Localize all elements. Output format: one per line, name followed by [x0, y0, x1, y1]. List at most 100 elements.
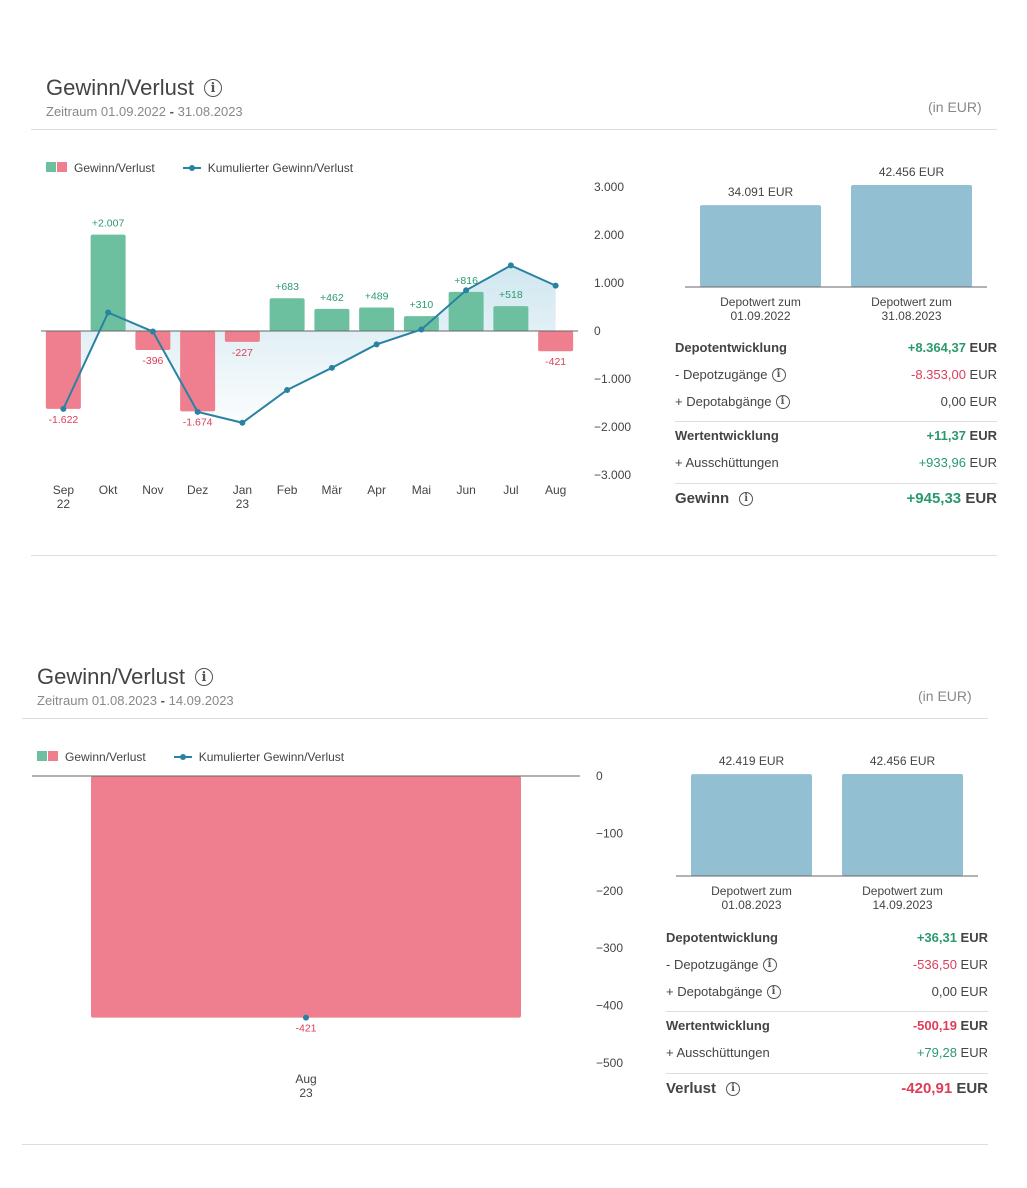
period-separator: -: [160, 693, 165, 708]
x-tick-year-label: 22: [57, 497, 71, 511]
x-tick-label: Mär: [322, 483, 343, 497]
summary-row-value: 0,00 EUR: [932, 984, 988, 999]
y-tick-label: −400: [596, 999, 623, 1013]
period-label: Zeitraum: [37, 693, 89, 708]
info-icon[interactable]: i: [771, 367, 786, 382]
legend-item-bars[interactable]: Gewinn/Verlust: [37, 750, 146, 764]
x-tick-label: Jul: [503, 483, 518, 497]
summary-divider: [666, 1011, 988, 1012]
bar-value-label: +816: [454, 275, 478, 287]
summary-row-label-text: + Depotabgänge: [666, 984, 763, 999]
x-tick-label: Aug: [545, 483, 566, 497]
header-divider: [31, 129, 997, 130]
info-icon[interactable]: i: [726, 1081, 741, 1096]
summary-row: Wertentwicklung +11,37 EUR: [675, 428, 997, 443]
monthly-profit-loss-chart: 3.000 2.000 1.000 0 −1.000 −2.000 −3.000 -1.622…: [41, 180, 631, 511]
info-icon[interactable]: i: [762, 957, 777, 972]
summary-row-label-text: - Depotzugänge: [666, 957, 759, 972]
depot-bar: [851, 185, 972, 287]
summary-row: + Ausschüttungen +79,28 EUR: [666, 1045, 988, 1060]
info-icon[interactable]: i: [194, 668, 213, 686]
depot-date-label: Depotwert zum: [711, 884, 792, 898]
summary-currency: EUR: [956, 957, 988, 972]
cumulative-point: [149, 328, 156, 335]
cumulative-point: [373, 341, 380, 348]
summary-divider: [675, 483, 997, 484]
bar-value-label: -227: [232, 347, 253, 359]
summary-row: - Depotzugänge i -536,50 EUR: [666, 957, 988, 972]
summary-row: + Ausschüttungen +933,96 EUR: [675, 455, 997, 470]
summary-row-value: +945,33 EUR: [907, 490, 997, 507]
bar: [269, 298, 305, 331]
bar-value-label: +2.007: [92, 218, 125, 230]
header-divider: [22, 718, 988, 719]
bar: [180, 331, 216, 412]
legend-label-line: Kumulierter Gewinn/Verlust: [207, 161, 354, 175]
summary-amount: -536,50: [912, 957, 957, 972]
summary-amount: +8.364,37: [907, 340, 966, 355]
summary-row: + Depotabgänge i 0,00 EUR: [675, 394, 997, 409]
x-tick-label: Dez: [187, 483, 208, 497]
panel-title-text: Gewinn/Verlust: [37, 664, 185, 689]
bar-value-label: +518: [499, 289, 523, 301]
summary-row-label: Wertentwicklung: [666, 1018, 770, 1033]
depot-date-label: 01.09.2022: [730, 309, 790, 323]
summary-row-label-text: + Ausschüttungen: [666, 1045, 770, 1060]
summary-amount: +79,28: [916, 1045, 957, 1060]
summary-row-value: -500,19 EUR: [913, 1018, 988, 1033]
y-tick-label: −2.000: [594, 420, 631, 434]
period-start: 01.09.2022: [100, 104, 166, 119]
summary-row-value: +36,31 EUR: [917, 930, 988, 945]
legend-item-bars[interactable]: Gewinn/Verlust: [46, 161, 155, 175]
info-icon[interactable]: i: [766, 984, 781, 999]
cumulative-point: [463, 287, 470, 294]
cumulative-point: [303, 1014, 309, 1021]
x-tick-label: Aug: [295, 1072, 316, 1086]
depot-value-label: 42.456 EUR: [879, 165, 945, 179]
bar-value-label: +683: [275, 281, 299, 293]
cumulative-point: [105, 309, 112, 316]
unit-label: (in EUR): [928, 99, 982, 115]
bar-value-label: -1.622: [48, 414, 78, 426]
y-tick-label: −1.000: [594, 372, 631, 386]
summary-row-label-text: Wertentwicklung: [675, 428, 779, 443]
period-subtitle: Zeitraum 01.09.2022 - 31.08.2023: [46, 104, 243, 119]
depot-date-label: 31.08.2023: [881, 309, 941, 323]
x-tick-label: Mai: [412, 483, 431, 497]
cumulative-point: [507, 262, 514, 269]
legend-label-bars: Gewinn/Verlust: [74, 161, 155, 175]
x-tick-year-label: 23: [236, 497, 250, 511]
depot-value-label: 42.456 EUR: [870, 754, 936, 768]
cumulative-line: [62, 264, 557, 424]
cumulative-point: [328, 364, 335, 371]
legend-line-symbol: [182, 165, 201, 171]
panel-title-text: Gewinn/Verlust: [46, 75, 194, 100]
y-tick-label: 2.000: [594, 228, 624, 242]
summary-row-label: - Depotzugänge i: [666, 957, 777, 972]
summary-row: Gewinn i +945,33 EUR: [675, 490, 997, 507]
summary-table: Depotentwicklung +8.364,37 EUR - Depotzugä…: [675, 340, 997, 520]
summary-currency: EUR: [961, 490, 997, 507]
summary-amount: -500,19: [912, 1018, 957, 1033]
legend-item-line[interactable]: Kumulierter Gewinn/Verlust: [182, 161, 354, 175]
legend-item-line[interactable]: Kumulierter Gewinn/Verlust: [173, 750, 344, 764]
depot-bar: [700, 205, 821, 287]
summary-row-value: +79,28 EUR: [917, 1045, 988, 1060]
summary-amount: +945,33: [906, 490, 962, 507]
summary-row-label-text: Wertentwicklung: [666, 1018, 770, 1033]
bar-value-label: -1.674: [183, 416, 213, 428]
summary-row-label: Depotentwicklung: [675, 340, 787, 355]
period-end: 31.08.2023: [177, 104, 243, 119]
summary-row-label: Verlust i: [666, 1080, 741, 1097]
summary-currency: EUR: [956, 1018, 988, 1033]
summary-amount: +933,96: [918, 455, 966, 470]
summary-row-value: +8.364,37 EUR: [908, 340, 997, 355]
info-icon[interactable]: i: [203, 79, 222, 97]
bar: [448, 291, 484, 331]
summary-row: Verlust i -420,91 EUR: [666, 1080, 988, 1097]
period-end: 14.09.2023: [168, 693, 234, 708]
info-icon[interactable]: i: [739, 491, 754, 506]
summary-row-label: + Depotabgänge i: [666, 984, 781, 999]
info-icon[interactable]: i: [775, 394, 790, 409]
